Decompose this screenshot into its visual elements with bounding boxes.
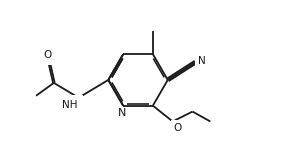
Text: O: O <box>174 123 182 133</box>
Text: N: N <box>199 56 206 66</box>
Text: O: O <box>44 50 52 60</box>
Text: N: N <box>118 108 126 118</box>
Text: NH: NH <box>62 100 78 110</box>
